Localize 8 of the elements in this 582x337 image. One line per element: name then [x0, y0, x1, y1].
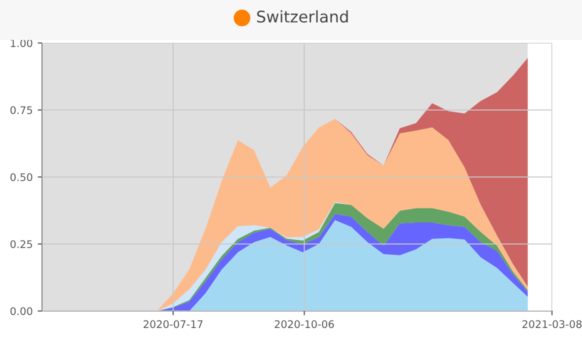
- x-tick-label: 2021-03-08: [522, 320, 582, 328]
- y-tick-label: 0.75: [10, 106, 32, 114]
- y-tick-label: 0.50: [10, 173, 32, 182]
- x-tick-label: 2020-07-17: [144, 320, 203, 328]
- x-tick-label: 2020-10-06: [274, 320, 334, 328]
- y-tick-label: 0.00: [10, 307, 32, 316]
- y-tick-label: 0.25: [10, 240, 32, 248]
- chart-title: Switzerland: [257, 10, 348, 23]
